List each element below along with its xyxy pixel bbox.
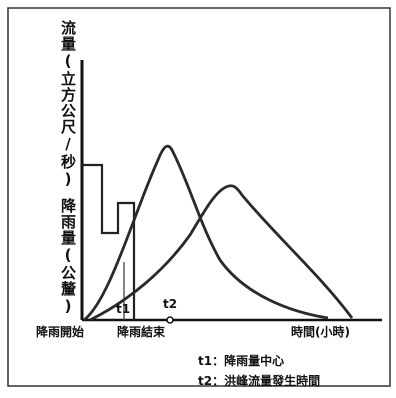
legend-t1-key: t1： xyxy=(198,354,225,368)
rainfall-hyetograph xyxy=(82,163,136,320)
t2-marker xyxy=(166,316,174,324)
legend-t2-text: 洪峰流量發生時間 xyxy=(224,374,321,388)
x-label-time: 時間(小時) xyxy=(291,325,350,339)
legend-t1: t1：降雨量中心 xyxy=(198,352,284,369)
y-axis-label-rain: 降雨量(公釐) xyxy=(59,198,77,316)
t2-label: t2 xyxy=(163,297,178,311)
legend-t1-text: 降雨量中心 xyxy=(224,354,285,368)
t1-label: t1 xyxy=(116,302,131,316)
hydrograph-late xyxy=(89,184,354,322)
x-label-rain-end: 降雨結束 xyxy=(117,325,166,339)
hydrograph-early xyxy=(83,144,329,322)
legend-t2-key: t2： xyxy=(198,374,225,388)
y-axis-label-flow: 流量(立方公尺/秒) xyxy=(59,20,77,189)
legend-t2: t2：洪峰流量發生時間 xyxy=(198,372,320,389)
outer-frame xyxy=(7,7,391,387)
x-label-rain-start: 降雨開始 xyxy=(36,325,85,339)
